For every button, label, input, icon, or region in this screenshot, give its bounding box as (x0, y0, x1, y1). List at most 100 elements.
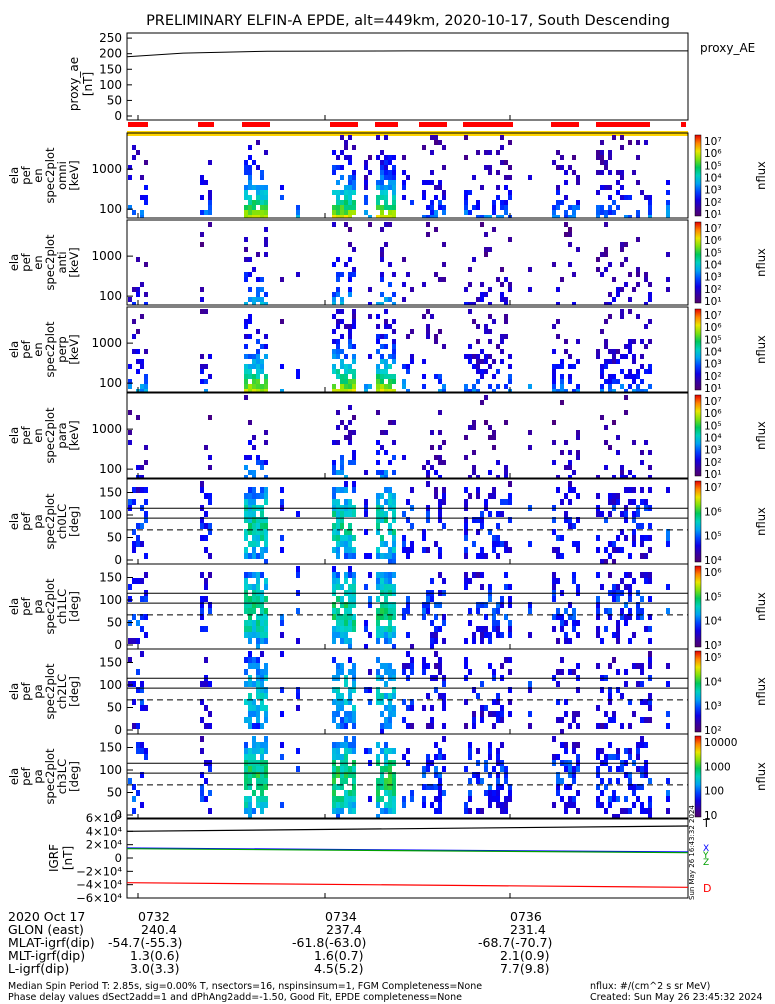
spectrogram-cell (572, 711, 576, 717)
spectrogram-cell (442, 205, 446, 210)
spectrogram-cell (560, 729, 564, 734)
spectrogram-cell (488, 772, 492, 778)
spectrogram-cell (504, 796, 508, 802)
spectrogram-cell (344, 215, 348, 218)
spectrogram-cell (508, 517, 512, 523)
spectrogram-cell (556, 200, 560, 205)
spectrogram-cell (504, 160, 508, 165)
spectrogram-cell (384, 742, 388, 748)
spectrogram-cell (144, 748, 148, 754)
spectrogram-cell (352, 200, 356, 205)
spectrogram-cell (140, 626, 144, 632)
spectrogram-cell (352, 415, 356, 420)
spectrogram-cell (376, 302, 380, 305)
spectrogram-cell (376, 572, 380, 578)
spectrogram-cell (256, 620, 260, 626)
spectrogram-cell (136, 742, 140, 748)
spectrogram-cell (380, 493, 384, 499)
spectrogram-cell (628, 374, 632, 379)
spectrogram-cell (248, 808, 252, 814)
spectrogram-cell (260, 796, 264, 802)
spectrogram-cell (504, 384, 508, 389)
footer-date-label: 2020 Oct 17 (8, 909, 86, 924)
spectrogram-cell (348, 460, 352, 465)
spectrogram-cell (648, 205, 652, 210)
spectrogram-cell (572, 210, 576, 215)
spectrogram-cell (612, 547, 616, 553)
spectrogram-cell (380, 272, 384, 277)
spectrogram-cell (500, 297, 504, 302)
spectrogram-cell (256, 748, 260, 754)
spectrogram-cell (402, 541, 406, 547)
spectrogram-cell (504, 297, 508, 302)
spectrogram-cell (348, 596, 352, 602)
igrf-series-line (126, 882, 689, 888)
spectrogram-cell (608, 699, 612, 705)
spectrogram-cell (248, 175, 252, 180)
spectrogram-cell (438, 553, 442, 559)
spectrogram-cell (604, 425, 608, 430)
spectrogram-cell (422, 535, 426, 541)
spectrogram-cell (430, 135, 434, 140)
spectrogram-cell (136, 465, 140, 470)
spectrogram-cell (200, 180, 204, 185)
spectrogram-cell (244, 374, 248, 379)
spectrogram-cell (260, 297, 264, 302)
spectrogram-cell (612, 374, 616, 379)
spectrogram-cell (296, 215, 300, 218)
spectrogram-cell (464, 455, 468, 460)
spectrogram-cell (252, 445, 256, 450)
spectrogram-cell (600, 369, 604, 374)
quality-bar-red (596, 122, 650, 127)
spectrogram-cell (636, 384, 640, 389)
spectrogram-cell (260, 465, 264, 470)
spectrogram-cell (344, 754, 348, 760)
spectrogram-cell (500, 282, 504, 287)
spectrogram-cell (616, 292, 620, 297)
spectrogram-cell (604, 339, 608, 344)
spectrogram-cell (140, 772, 144, 778)
colorbar-tick-label: 1000 (704, 761, 731, 773)
spectrogram-cell (384, 778, 388, 784)
spectrogram-cell (392, 784, 396, 790)
spectrogram-cell (244, 602, 248, 608)
spectrogram-cell (616, 180, 620, 185)
spectrogram-cell (204, 681, 208, 687)
spectrogram-cell (296, 687, 300, 693)
spectrogram-cell (636, 314, 640, 319)
spectrogram-cell (144, 460, 148, 465)
spectrogram-cell (248, 553, 252, 559)
spectrogram-cell (260, 529, 264, 535)
spectrogram-cell (252, 602, 256, 608)
spectrogram-cell (336, 663, 340, 669)
spectrogram-cell (422, 547, 426, 553)
spectrogram-cell (336, 374, 340, 379)
spectrogram-cell (352, 267, 356, 272)
spectrogram-cell (128, 638, 132, 644)
spectrogram-cell (252, 475, 256, 478)
spectrogram-cell (380, 175, 384, 180)
spectrogram-cell (364, 511, 368, 517)
spectrogram-cell (648, 796, 652, 802)
spectrogram-cell (256, 711, 260, 717)
spectrogram-cell (402, 282, 406, 287)
spectrogram-cell (340, 470, 344, 475)
spectrogram-cell (556, 790, 560, 796)
spectrogram-cell (402, 155, 406, 160)
spectrogram-cell (468, 754, 472, 760)
spectrogram-cell (332, 784, 336, 790)
spectrogram-cell (528, 430, 532, 435)
spectrogram-cell (596, 205, 600, 210)
spectrogram-cell (500, 541, 504, 547)
spectrogram-cell (332, 354, 336, 359)
spectrogram-cell (340, 620, 344, 626)
spectrogram-cell (340, 205, 344, 210)
spectrogram-cell (264, 493, 268, 499)
spectrogram-cell (348, 572, 352, 578)
spectrogram-cell (140, 578, 144, 584)
spectrogram-cell (376, 784, 380, 790)
spectrogram-cell (480, 572, 484, 578)
spectrogram-cell (200, 523, 204, 529)
